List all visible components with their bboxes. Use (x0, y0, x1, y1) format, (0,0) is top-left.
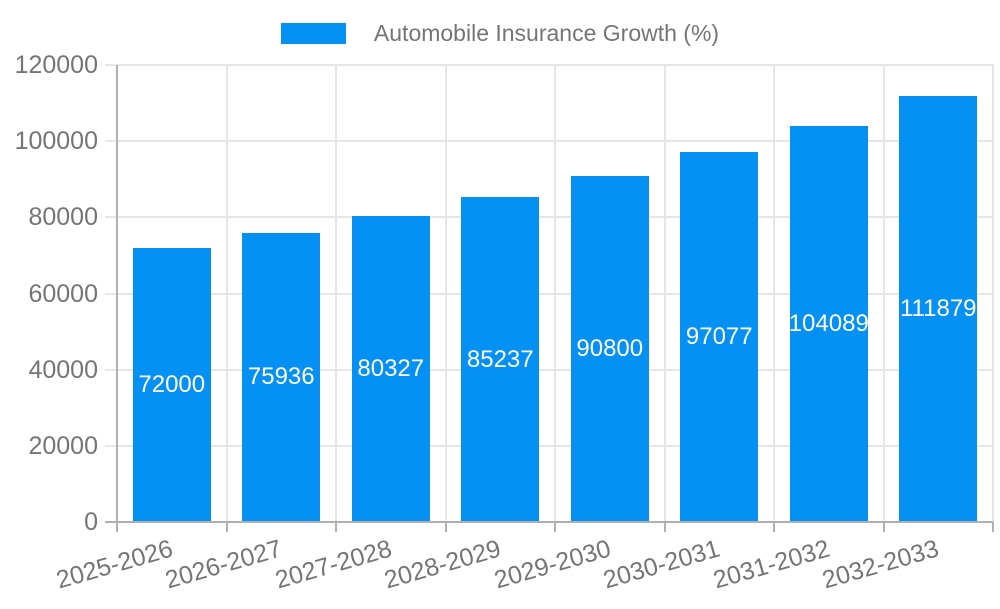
legend-swatch (280, 23, 346, 44)
bar-2027-2028[interactable]: 80327 (351, 216, 430, 522)
y-axis-tick-label: 120000 (14, 51, 98, 79)
x-axis-tick (882, 522, 885, 532)
bar-value-label: 80327 (357, 355, 425, 383)
x-axis-tick (663, 522, 666, 532)
horizontal-gridline (105, 140, 993, 143)
vertical-gridline (773, 65, 775, 522)
bar-value-label: 90800 (576, 335, 644, 363)
bar-2031-2032[interactable]: 104089 (788, 125, 869, 522)
bar-value-label: 104089 (788, 309, 869, 337)
vertical-gridline (335, 65, 337, 522)
bar-value-label: 111879 (899, 294, 977, 322)
x-axis-line (105, 521, 993, 523)
bar-value-label: 97077 (685, 323, 753, 351)
y-axis-tick-label: 20000 (28, 431, 98, 460)
bar-2025-2026[interactable]: 72000 (132, 247, 211, 522)
bar-2030-2031[interactable]: 97077 (680, 152, 759, 522)
x-axis-tick (444, 522, 447, 532)
horizontal-gridline (105, 292, 993, 295)
horizontal-gridline (105, 64, 993, 66)
horizontal-gridline (105, 444, 993, 447)
y-axis-tick-label: 60000 (28, 279, 98, 308)
y-axis-tick-label: 0 (84, 508, 98, 536)
bar-value-label: 85237 (466, 345, 534, 373)
bar-2028-2029[interactable]: 85237 (461, 197, 540, 522)
y-axis-tick-label: 100000 (14, 127, 98, 156)
vertical-gridline (882, 65, 885, 522)
x-axis-tick (554, 522, 556, 532)
x-axis-tick (773, 522, 775, 532)
chart-legend[interactable]: Automobile Insurance Growth (%) (0, 20, 1000, 47)
plot-area: 72000 75936 80327 85237 90800 97077 104089 1118… (105, 64, 994, 532)
vertical-gridline (663, 65, 666, 522)
bar-2029-2030[interactable]: 90800 (570, 176, 649, 522)
x-axis-tick (335, 522, 337, 532)
vertical-gridline (225, 65, 228, 522)
x-axis-tick (116, 522, 118, 532)
vertical-gridline (992, 65, 994, 522)
bar-2026-2027[interactable]: 75936 (242, 232, 321, 522)
x-axis-tick (225, 522, 228, 532)
legend-label: Automobile Insurance Growth (%) (373, 20, 720, 46)
horizontal-gridline (105, 216, 993, 219)
y-axis-tick-label: 40000 (28, 355, 98, 384)
y-axis-line (116, 65, 118, 522)
bar-2032-2033[interactable]: 111879 (899, 95, 978, 522)
vertical-gridline (444, 65, 447, 522)
y-axis-tick-label: 80000 (28, 203, 98, 232)
vertical-gridline (554, 65, 556, 522)
x-axis-tick (992, 522, 994, 532)
horizontal-gridline (105, 368, 993, 371)
bar-value-label: 72000 (138, 370, 206, 398)
bar-value-label: 75936 (247, 363, 315, 391)
